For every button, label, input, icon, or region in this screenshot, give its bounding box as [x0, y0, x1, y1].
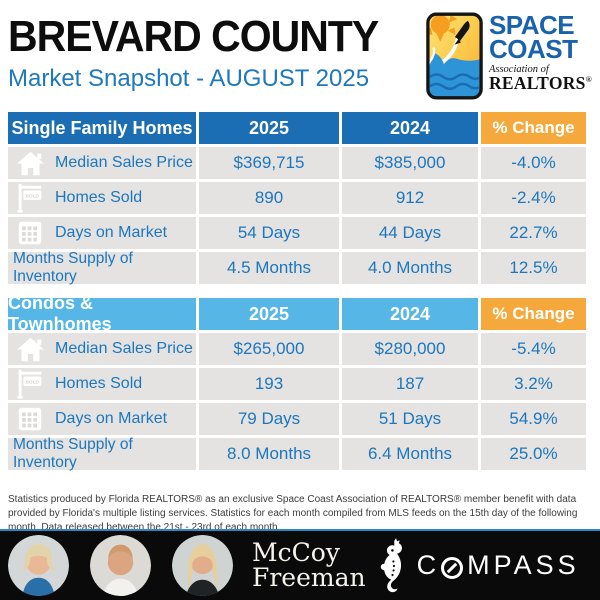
- table-cell: 890: [199, 182, 339, 214]
- rocket-sun-wave-badge-icon: [426, 12, 483, 100]
- table2-title: Condos & Townhomes: [8, 293, 196, 334]
- table-cell: $265,000: [199, 333, 339, 365]
- tables: Single Family Homes 2025 2024 % Change M…: [0, 112, 600, 471]
- compass-o-needle-icon: [441, 556, 464, 579]
- footer-bar: McCoy Freeman C MPASS: [0, 529, 600, 600]
- svg-text:SOLD: SOLD: [26, 379, 40, 384]
- table-cell: 187: [342, 368, 478, 400]
- table-row-label: Months Supply of Inventory: [8, 250, 196, 285]
- table-row-label: Months Supply of Inventory: [8, 436, 196, 471]
- table-row-label: SOLD Homes Sold: [8, 182, 196, 214]
- table-cell: $369,715: [199, 147, 339, 179]
- table-cell: $280,000: [342, 333, 478, 365]
- header-titles: BREVARD COUNTY Market Snapshot - AUGUST …: [8, 10, 379, 93]
- table-cell: 12.5%: [481, 252, 586, 284]
- table-row-label: Median Sales Price: [8, 147, 196, 179]
- table-row-label: Days on Market: [8, 217, 196, 249]
- table1-title: Single Family Homes: [8, 112, 196, 144]
- table-cell: 54.9%: [481, 403, 586, 435]
- logo-text: SPACE COAST Association of REALTORS®: [489, 12, 592, 93]
- logo-name-coast: COAST: [488, 33, 578, 64]
- table2-col-2024: 2024: [342, 298, 478, 330]
- table-cell: 3.2%: [481, 368, 586, 400]
- table2-col-2025: 2025: [199, 298, 339, 330]
- compass-logo: C MPASS: [417, 550, 580, 581]
- table-cell: 4.5 Months: [199, 252, 339, 284]
- logo-tagline: Association of: [488, 63, 549, 75]
- seahorse-icon: [379, 537, 406, 594]
- logo-name-space: SPACE: [488, 10, 575, 40]
- table-cell: 54 Days: [199, 217, 339, 249]
- space-coast-logo: SPACE COAST Association of REALTORS®: [426, 10, 592, 100]
- svg-text:SOLD: SOLD: [26, 193, 40, 198]
- table-row-label: Median Sales Price: [8, 333, 196, 365]
- page-title: BREVARD COUNTY: [8, 11, 379, 61]
- disclaimer-text: Statistics produced by Florida REALTORS®…: [8, 494, 578, 533]
- compass-letters: MPASS: [467, 550, 580, 580]
- table-cell: 44 Days: [342, 217, 478, 249]
- table-row-label: Days on Market: [8, 403, 196, 435]
- table-cell: 22.7%: [481, 217, 586, 249]
- page-subtitle: Market Snapshot - AUGUST 2025: [8, 65, 370, 93]
- table-cell: 25.0%: [481, 438, 586, 470]
- table-cell: 79 Days: [199, 403, 339, 435]
- agent-headshot-1: [8, 535, 69, 596]
- team-name: McCoy Freeman: [252, 538, 366, 592]
- table-cell: 51 Days: [342, 403, 478, 435]
- table-cell: 4.0 Months: [342, 252, 478, 284]
- table-cell: 193: [199, 368, 339, 400]
- calendar-icon: [12, 218, 48, 248]
- table-cell: 912: [342, 182, 478, 214]
- table-cell: $385,000: [342, 147, 478, 179]
- header: BREVARD COUNTY Market Snapshot - AUGUST …: [0, 0, 600, 112]
- house-icon: [12, 148, 48, 178]
- table1-col-2025: 2025: [199, 112, 339, 144]
- agent-headshot-3: [172, 535, 233, 596]
- logo-org: REALTORS®: [488, 73, 592, 94]
- table1-col-change: % Change: [481, 112, 586, 144]
- house-icon: [12, 334, 48, 364]
- table-condos-townhomes: Condos & Townhomes 2025 2024 % Change Me…: [8, 293, 592, 471]
- table-cell: -4.0%: [481, 147, 586, 179]
- agent-headshots: [8, 535, 233, 596]
- sold-sign-icon: SOLD: [12, 369, 48, 399]
- table-single-family-homes: Single Family Homes 2025 2024 % Change M…: [8, 112, 592, 285]
- table-cell: -2.4%: [481, 182, 586, 214]
- table-cell: 8.0 Months: [199, 438, 339, 470]
- table-cell: 6.4 Months: [342, 438, 478, 470]
- calendar-icon: [12, 404, 48, 434]
- sold-sign-icon: SOLD: [12, 183, 48, 213]
- agent-headshot-2: [90, 535, 151, 596]
- table-row-label: SOLD Homes Sold: [8, 368, 196, 400]
- compass-letter-c: C: [416, 550, 441, 580]
- table-cell: -5.4%: [481, 333, 586, 365]
- table2-col-change: % Change: [481, 298, 586, 330]
- table1-col-2024: 2024: [342, 112, 478, 144]
